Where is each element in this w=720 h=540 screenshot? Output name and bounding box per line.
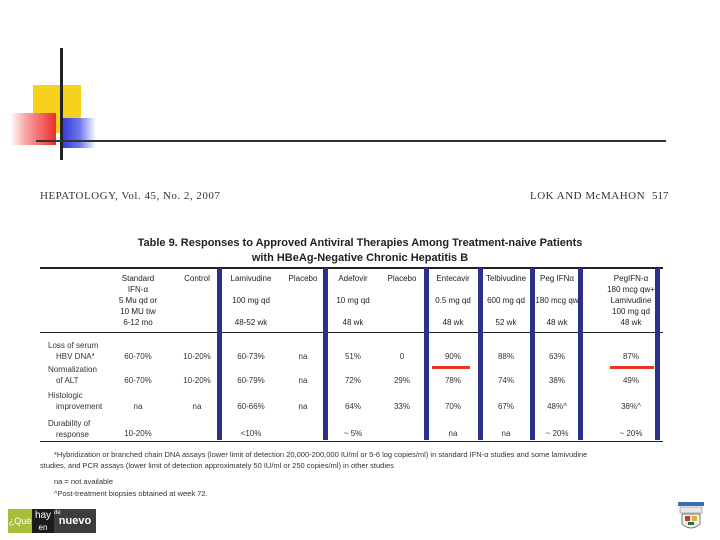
column-highlight-bar: [655, 268, 660, 440]
column-highlight-bar: [217, 268, 222, 440]
column-header-telbivudine: Telbivudine 600 mg qd 52 wk: [485, 274, 527, 327]
table-cell: 10-20%: [124, 429, 152, 438]
table-cell: 60-79%: [237, 376, 265, 385]
column-header-peg-ifn-lamivudine: PegIFN-α 180 mcg qw+ Lamivudine 100 mg q…: [607, 274, 655, 327]
logo-hay-en: hay en: [32, 509, 54, 533]
row-label-loss-of-hbv-dna: Loss of serum HBV DNA*: [48, 341, 99, 361]
table-cell: ~ 5%: [343, 429, 363, 438]
table-header-rule: [40, 332, 663, 333]
column-highlight-bar: [424, 268, 429, 440]
table-cell: 48%^: [547, 402, 567, 411]
vertical-rule-decoration: [60, 48, 63, 160]
column-header-standard-ifn: Standard IFN-α 5 Mu qd or 10 MU tiw 6-12…: [118, 274, 158, 327]
table-cell: 74%: [497, 376, 514, 385]
table-cell: 67%: [497, 402, 514, 411]
table-cell: <10%: [240, 429, 262, 438]
row-label-alt-normalization: Normalization of ALT: [48, 365, 97, 385]
table-cell: 64%: [344, 402, 361, 411]
entecavir-highlight: [432, 366, 470, 369]
logo-de: de: [54, 510, 61, 516]
table-cell: 51%: [344, 352, 361, 361]
column-header-placebo-2: Placebo: [387, 274, 417, 283]
table-cell: 78%: [444, 376, 461, 385]
table-cell: 60-73%: [237, 352, 265, 361]
column-highlight-bar: [478, 268, 483, 440]
table-cell: ~ 20%: [619, 429, 643, 438]
authors: LOK AND McMAHON: [530, 190, 646, 202]
table-cell: 49%: [622, 376, 639, 385]
table-cell: na: [298, 402, 308, 411]
column-highlight-bar: [323, 268, 328, 440]
column-highlight-bar: [530, 268, 535, 440]
table-cell: 0: [399, 352, 405, 361]
table-cell: 10-20%: [183, 352, 211, 361]
table-cell: 38%: [548, 376, 565, 385]
table-cell: 38%^: [621, 402, 641, 411]
footnote-biopsies: ^Post-treatment biopsies obtained at wee…: [54, 489, 208, 498]
table-title: Table 9. Responses to Approved Antiviral…: [80, 236, 640, 266]
table-cell: na: [501, 429, 511, 438]
column-header-placebo-1: Placebo: [288, 274, 318, 283]
column-header-entecavir: Entecavir 0.5 mg qd 48 wk: [435, 274, 471, 327]
footnote-assay: *Hybridization or branched chain DNA ass…: [54, 450, 588, 459]
table-cell: na: [298, 376, 308, 385]
table-cell: 29%: [393, 376, 410, 385]
table-cell: na: [448, 429, 458, 438]
page-number: 517: [652, 190, 669, 202]
logo-que: ¿Qué: [8, 509, 32, 533]
column-header-lamivudine: Lamivudine 100 mg qd 48-52 wk: [230, 274, 272, 327]
table-cell: 87%: [622, 352, 639, 361]
table-title-line-1: Table 9. Responses to Approved Antiviral…: [137, 237, 583, 249]
column-header-adefovir: Adefovir 10 mg qd 48 wk: [336, 274, 370, 327]
red-square-decoration: [10, 113, 56, 145]
table-top-rule: [40, 267, 663, 269]
table-cell: 60-70%: [124, 352, 152, 361]
table-cell: 60-66%: [237, 402, 265, 411]
table-cell: 70%: [444, 402, 461, 411]
column-header-control: Control: [184, 274, 210, 283]
table-cell: 33%: [393, 402, 410, 411]
table-cell: 72%: [344, 376, 361, 385]
journal-citation: HEPATOLOGY, Vol. 45, No. 2, 2007: [40, 190, 221, 202]
table-cell: ~ 20%: [545, 429, 569, 438]
column-header-peg-ifn: Peg IFNα 180 mcg qw 48 wk: [535, 274, 579, 327]
table-cell: 10-20%: [183, 376, 211, 385]
table-title-line-2: with HBeAg-Negative Chronic Hepatitis B: [251, 252, 469, 264]
row-label-durability: Durability of response: [48, 419, 91, 439]
table-cell: na: [133, 402, 143, 411]
table-cell: 63%: [548, 352, 565, 361]
table-cell: 88%: [497, 352, 514, 361]
footnote-assay-cont: studies, and PCR assays (lower limit of …: [40, 461, 394, 470]
row-label-histologic-improvement: Histologic improvement: [48, 391, 103, 411]
table-cell: 60-70%: [124, 376, 152, 385]
logo-nuevo: nuevo: [54, 509, 96, 533]
table-cell: na: [298, 352, 308, 361]
university-crest-icon: [678, 502, 704, 529]
header-rule: [36, 140, 666, 142]
blue-square-decoration: [60, 118, 96, 148]
footnote-na: na = not available: [54, 477, 114, 486]
peg-ifn-lamivudine-highlight: [610, 366, 654, 369]
column-highlight-bar: [578, 268, 583, 440]
table-cell: 90%: [444, 352, 461, 361]
table-bottom-rule: [40, 441, 663, 442]
table-cell: na: [192, 402, 202, 411]
